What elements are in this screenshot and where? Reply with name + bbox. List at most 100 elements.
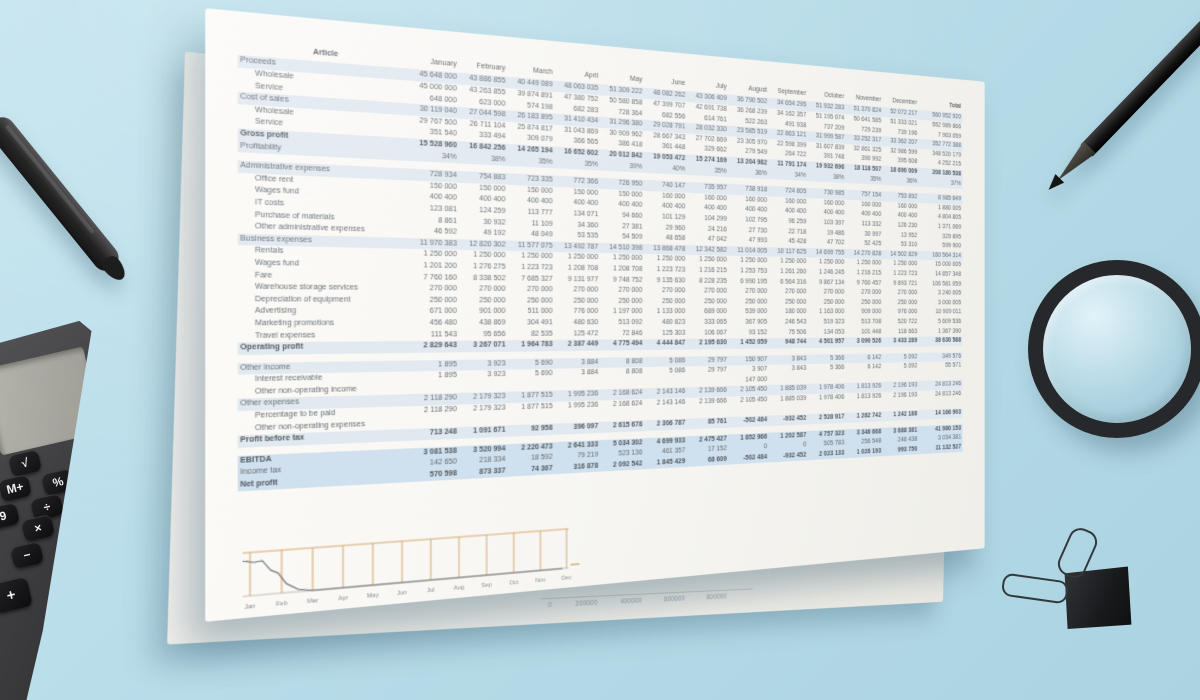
value-cell: 2 023 133 [807, 448, 846, 461]
value-cell: 270 000 [479, 285, 506, 294]
value-cell: 1 250 000 [740, 257, 768, 265]
value-cell: 4 775 494 [600, 338, 645, 351]
calculator-key-percent: % [40, 467, 76, 497]
value-cell: 3 267 071 [458, 340, 508, 352]
axis-tick-label: 0 [548, 601, 553, 610]
value-cell: 14 857 348 [935, 270, 962, 278]
chart-month-label: May [367, 592, 379, 599]
value-cell: 1 250 000 [613, 254, 643, 263]
value-cell: 106 067 [704, 329, 727, 337]
value-cell: 1 223 723 [893, 270, 918, 277]
magnifying-glass [1028, 260, 1200, 438]
pencil-body [1080, 0, 1200, 157]
chart-month-label: Jan [245, 604, 256, 612]
value-cell: 1 845 429 [644, 456, 688, 470]
value-cell: 671 000 [429, 307, 457, 316]
value-cell: 1 250 000 [656, 255, 686, 264]
value-cell: 539 000 [745, 308, 768, 316]
value-cell: 520 722 [897, 318, 918, 325]
chart-month-label: Apr [338, 595, 348, 602]
value-cell: 316 878 [554, 461, 601, 475]
value-cell: 480 823 [662, 318, 686, 326]
axis-tick-label: 200000 [575, 599, 598, 608]
chart-gridline [571, 564, 580, 565]
value-cell: 2 195 630 [687, 338, 729, 350]
row-label: Warehouse storage services [254, 283, 359, 292]
value-cell: 873 337 [458, 466, 508, 480]
chart-month-label: Mar [307, 598, 318, 605]
value-cell: 11 132 527 [918, 442, 963, 455]
value-cell: 689 000 [704, 308, 727, 316]
value-cell: 270 000 [573, 286, 599, 294]
value-cell: 101 448 [861, 328, 882, 335]
value-cell: 1 895 [408, 359, 459, 372]
calculator-key-plus: + [0, 576, 33, 614]
calculator-key-mplus: M+ [0, 473, 33, 503]
value-cell: 125 472 [573, 329, 599, 338]
value-cell: -932 452 [768, 450, 808, 463]
value-cell: 75 506 [788, 328, 807, 336]
value-cell: 246 543 [785, 318, 807, 326]
pen [0, 111, 130, 285]
calculator-key-minus: − [9, 540, 45, 570]
chart-month-label: Oct [509, 580, 518, 587]
value-cell: 1 261 260 [780, 268, 807, 276]
value-cell: 134 053 [823, 328, 845, 336]
value-cell: 1 201 200 [423, 262, 457, 271]
value-cell: 270 000 [897, 289, 918, 297]
value-cell: 5 690 [507, 357, 555, 370]
financial-report-sheet: Article January February March April May June J… [205, 8, 985, 622]
value-cell: 250 000 [618, 297, 643, 305]
value-cell: 1 208 708 [567, 264, 599, 273]
value-cell: 250 000 [823, 298, 845, 306]
value-cell: 82 535 [531, 329, 553, 338]
value-cell: 5 609 536 [938, 318, 962, 325]
chart-month-label: Aug [454, 585, 464, 592]
value-cell: 3 884 [554, 357, 601, 369]
value-cell: 9 760 457 [856, 279, 882, 287]
value-cell: 250 000 [429, 296, 457, 305]
value-cell: 1 367 390 [938, 327, 962, 335]
value-cell: 270 000 [861, 289, 882, 296]
value-cell: 1 250 000 [699, 256, 727, 264]
value-cell: 1 216 215 [699, 266, 727, 275]
calculator-key-multiply: × [20, 513, 56, 543]
value-cell: 6 990 195 [740, 277, 768, 285]
value-cell: 519 323 [823, 318, 845, 326]
value-cell: 1 452 059 [728, 337, 769, 349]
value-cell: 3 923 [458, 358, 508, 371]
value-cell: 111 543 [430, 330, 457, 339]
chart-month-label: Feb [276, 601, 287, 609]
value-cell: 270 000 [785, 288, 807, 296]
value-cell: 1 026 193 [845, 446, 883, 459]
axis-tick-label: 600000 [663, 595, 685, 604]
value-cell: 438 869 [479, 319, 506, 327]
value-cell: 333 065 [704, 318, 727, 326]
chart-month-label: Sep [481, 582, 491, 589]
value-cell: 2 829 643 [408, 340, 459, 353]
value-cell: 270 000 [429, 284, 457, 293]
value-cell: 901 000 [479, 307, 506, 316]
value-cell: 95 656 [483, 330, 506, 338]
value-cell: 1 223 723 [521, 263, 553, 272]
value-cell: 1 250 000 [780, 258, 807, 266]
value-cell: 1 223 723 [656, 266, 686, 274]
value-cell: 270 000 [527, 285, 553, 294]
value-cell: 1 133 000 [656, 308, 686, 316]
value-cell: 8 338 502 [473, 274, 506, 282]
value-cell: 250 000 [573, 297, 599, 305]
pen-tip [99, 252, 130, 285]
chart-gridline [243, 529, 569, 553]
value-cell: 7 760 160 [423, 273, 457, 282]
value-cell: 125 303 [662, 329, 686, 337]
value-cell: 367 905 [745, 318, 768, 326]
value-cell: 1 246 245 [819, 268, 845, 276]
value-cell: 948 744 [768, 337, 808, 349]
value-cell: 9 131 977 [567, 275, 599, 283]
chart-month-label: Jul [427, 587, 435, 594]
value-cell: 513 092 [618, 318, 643, 327]
value-cell: 250 000 [479, 296, 506, 305]
axis-tick-label: 800000 [706, 593, 727, 602]
value-cell: 68 609 [687, 454, 729, 468]
